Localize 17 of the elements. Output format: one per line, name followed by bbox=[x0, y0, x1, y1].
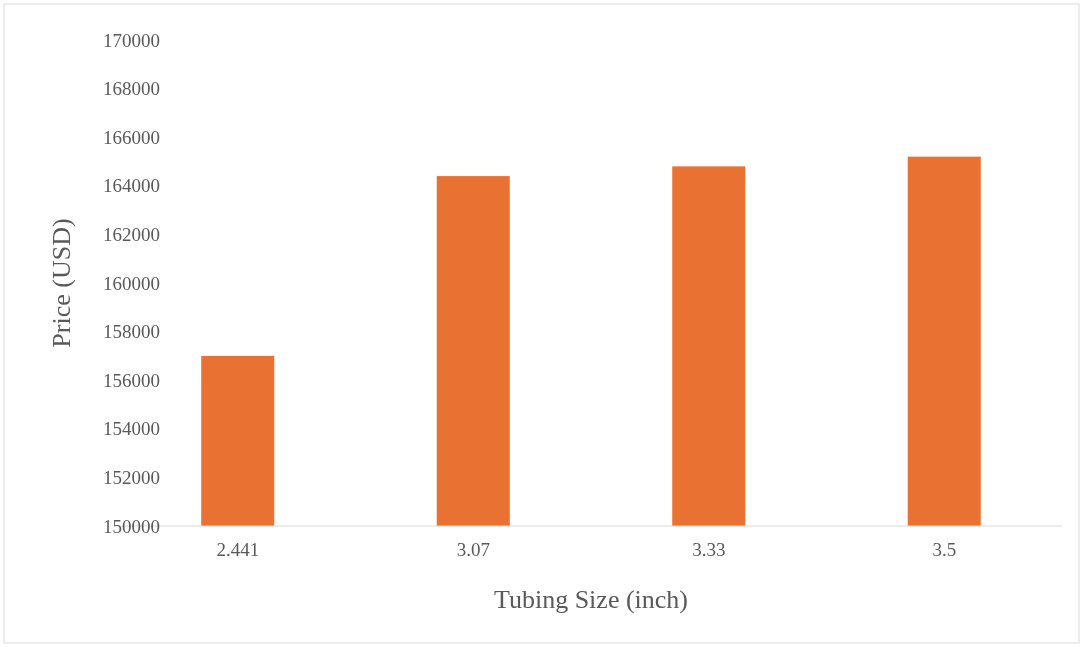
x-tick-label: 3.07 bbox=[456, 539, 490, 560]
y-tick-label: 164000 bbox=[103, 175, 160, 197]
x-tick-label: 3.33 bbox=[692, 539, 726, 560]
y-tick-label: 158000 bbox=[103, 321, 160, 343]
y-tick-label: 170000 bbox=[103, 29, 160, 51]
x-axis-title: Tubing Size (inch) bbox=[493, 585, 689, 614]
y-tick-label: 154000 bbox=[103, 418, 160, 440]
y-tick-label: 160000 bbox=[103, 272, 160, 294]
y-tick-label: 166000 bbox=[103, 126, 160, 148]
y-tick-label: 168000 bbox=[103, 78, 160, 100]
y-tick-label: 162000 bbox=[103, 224, 160, 246]
x-tick-label: 2.441 bbox=[216, 539, 260, 560]
x-tick-label: 3.5 bbox=[932, 539, 957, 560]
y-tick-label: 152000 bbox=[103, 467, 160, 489]
y-tick-label: 150000 bbox=[103, 515, 160, 537]
y-tick-label: 156000 bbox=[103, 369, 160, 391]
y-axis-title: Price (USD) bbox=[47, 218, 76, 348]
